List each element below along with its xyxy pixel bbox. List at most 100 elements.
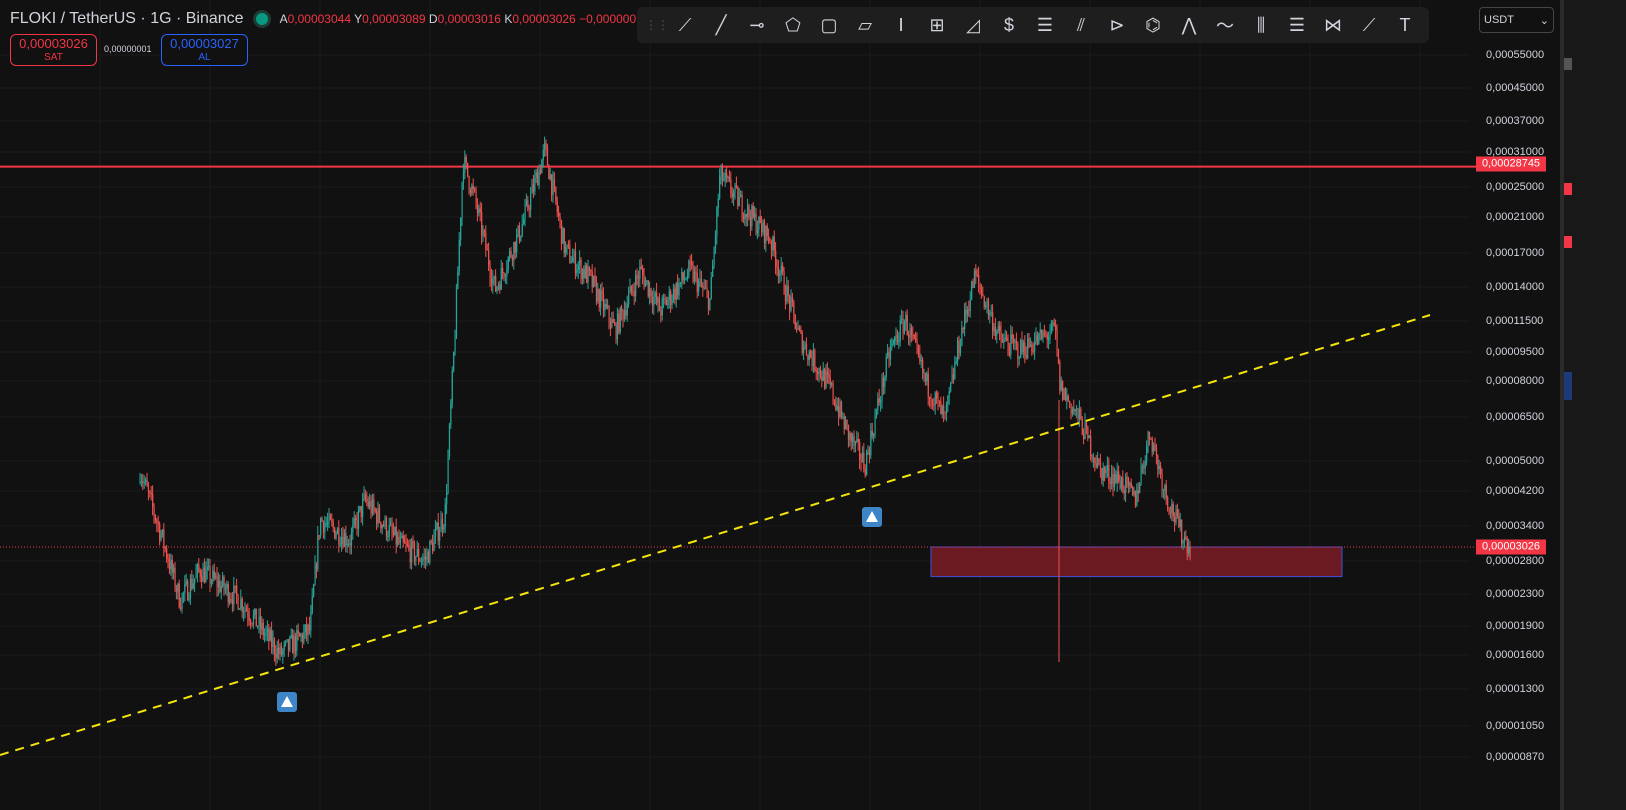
candle-body: [521, 223, 523, 236]
date-price-range-icon[interactable]: ⊞: [929, 14, 945, 35]
candle-body: [303, 632, 305, 643]
candle-body: [426, 552, 428, 560]
candle-body: [962, 328, 964, 330]
candle-body: [621, 307, 623, 312]
alert-marker[interactable]: [1564, 183, 1572, 195]
candle-body: [1185, 536, 1187, 539]
candle-body: [698, 281, 700, 292]
candle-body: [926, 373, 928, 382]
symbol-title[interactable]: FLOKI / TetherUS · 1G · Binance: [10, 10, 244, 27]
candle-body: [527, 200, 529, 209]
candle-body: [630, 285, 633, 291]
candle-body: [957, 340, 959, 361]
candle-body: [776, 266, 778, 268]
candle-body: [656, 292, 658, 304]
candle-body: [1032, 350, 1034, 352]
xabcd-pattern-icon[interactable]: ⌬: [1145, 14, 1161, 35]
scrollbar-thumb[interactable]: [1564, 58, 1572, 70]
sell-button[interactable]: 0,00003026 SAT: [10, 34, 97, 66]
candle-body: [587, 266, 589, 283]
candle-body: [1169, 511, 1172, 514]
watchlist-marker[interactable]: [1564, 372, 1572, 400]
candle-body: [376, 511, 378, 524]
polygon-icon[interactable]: ⬠: [785, 14, 801, 35]
candle-body: [1161, 473, 1163, 491]
candle-body: [681, 272, 683, 283]
candle-body: [679, 282, 682, 284]
candle-body: [238, 608, 241, 610]
candle-body: [1066, 396, 1068, 400]
candle-body: [1069, 401, 1071, 404]
elliott-wave-icon[interactable]: ⋀: [1181, 14, 1197, 35]
ray-icon[interactable]: ╱: [715, 14, 727, 35]
candle-body: [346, 544, 348, 546]
drag-handle-icon[interactable]: ⋮⋮: [645, 18, 669, 32]
alert-marker[interactable]: [1564, 236, 1572, 248]
candle-body: [387, 536, 389, 538]
parallel-channel-icon[interactable]: ▱: [858, 14, 872, 35]
regression-icon[interactable]: ☰: [1288, 14, 1306, 35]
candle-body: [181, 593, 183, 610]
candle-body: [600, 290, 602, 308]
fib-retracement-icon[interactable]: ☰: [1036, 14, 1054, 35]
trend-line-icon[interactable]: ⟋: [678, 14, 692, 35]
candle-body: [262, 622, 264, 636]
candle-body: [989, 312, 991, 316]
candle-body: [149, 491, 151, 493]
candle-body: [754, 213, 756, 218]
candle-body: [258, 616, 260, 627]
candle-body: [628, 293, 630, 305]
candle-body: [808, 351, 810, 361]
price-tick-label: 0,00009500: [1486, 346, 1545, 358]
price-range-icon[interactable]: Ⅰ: [898, 14, 904, 35]
candle-body: [1123, 490, 1125, 494]
candle-body: [1043, 332, 1046, 334]
candle-body: [1116, 471, 1118, 483]
candle-body: [574, 251, 577, 274]
text-icon[interactable]: T: [1399, 14, 1411, 35]
candle-body: [867, 450, 869, 453]
candle-body: [156, 520, 158, 523]
head-shoulders-icon[interactable]: ⋈: [1324, 14, 1342, 35]
candle-body: [936, 392, 938, 399]
candle-body: [509, 250, 511, 258]
buy-button[interactable]: 0,00003027 AL: [161, 34, 248, 66]
candle-body: [170, 559, 172, 570]
candle-body: [910, 327, 913, 336]
candle-body: [1077, 408, 1079, 419]
rectangle-icon[interactable]: ▢: [820, 14, 838, 35]
currency-select[interactable]: USDT ⌄: [1479, 7, 1554, 33]
candle-body: [615, 324, 617, 340]
candle-body: [240, 598, 242, 609]
candle-body: [366, 498, 368, 502]
fib-fan-icon[interactable]: ⊳: [1109, 14, 1125, 35]
candle-body: [1010, 334, 1012, 355]
candle-body: [307, 624, 309, 636]
candle-body: [964, 309, 966, 329]
angle-icon[interactable]: ◿: [966, 14, 980, 35]
candle-body: [257, 626, 259, 628]
candle-body: [1174, 516, 1176, 523]
horizontal-ray-icon[interactable]: ⊸: [749, 14, 765, 35]
price-chart[interactable]: [0, 0, 1560, 810]
path-icon[interactable]: 〜: [1216, 16, 1234, 36]
candle-body: [913, 335, 915, 339]
brush-icon[interactable]: ⟋: [1362, 14, 1376, 35]
pitchfork-icon[interactable]: ⫽: [1076, 14, 1086, 35]
candle-body: [552, 179, 554, 195]
candle-body: [558, 211, 560, 217]
candle-body: [513, 242, 515, 261]
candle-body: [674, 288, 676, 300]
candle-body: [398, 536, 400, 544]
candle-body: [1003, 339, 1005, 343]
candle-body: [705, 287, 707, 289]
candle-body: [201, 576, 203, 582]
long-position-icon[interactable]: $: [1003, 14, 1014, 35]
candle-body: [545, 143, 547, 148]
candle-body: [1118, 471, 1120, 481]
price-tick-label: 0,00045000: [1486, 82, 1545, 94]
candle-body: [1076, 408, 1078, 410]
price-tick-label: 0,00004200: [1486, 485, 1545, 497]
candle-pattern-icon[interactable]: ⫼: [1256, 14, 1266, 35]
drawing-toolbar: ⋮⋮ ⟋ ╱ ⊸ ⬠ ▢ ▱ Ⅰ ⊞ ◿ $ ☰ ⫽ ⊳ ⌬ ⋀ 〜 ⫼ ☰ ⋈ ⟋ T: [637, 7, 1429, 43]
